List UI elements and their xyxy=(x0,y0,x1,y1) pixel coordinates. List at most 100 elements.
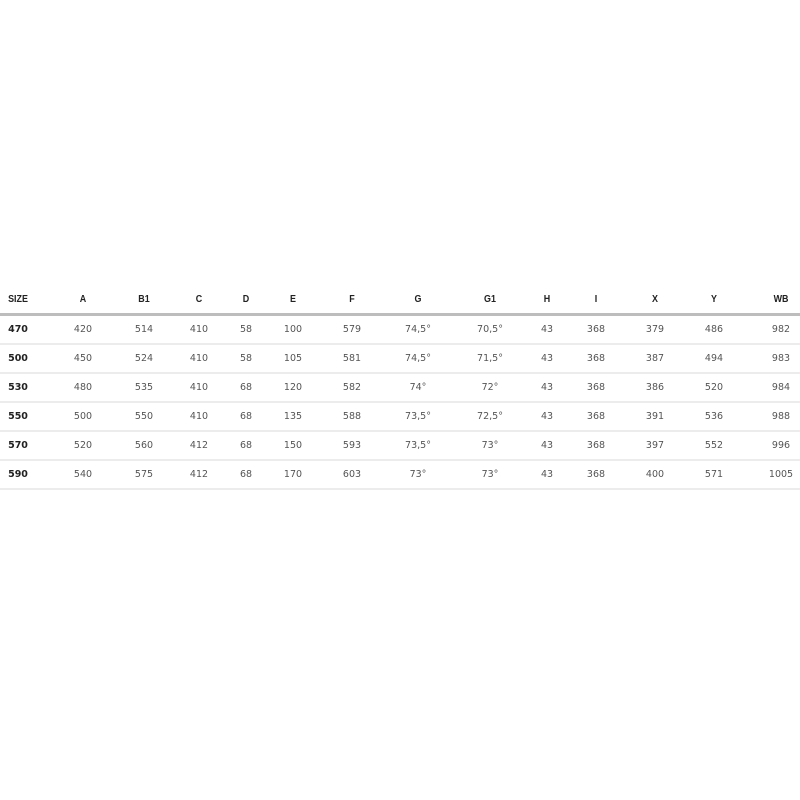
table-cell: 996 xyxy=(771,440,791,451)
table-cell: 480 xyxy=(73,382,93,393)
table-row: 500 450 524 410 58 105 581 74,5° 71,5° 43 368 387 49… xyxy=(0,345,800,374)
table-cell: 536 xyxy=(704,411,724,422)
column-header-e: E xyxy=(290,293,296,305)
table-cell: 593 xyxy=(342,440,362,451)
table-cell: 43 xyxy=(540,411,554,422)
table-cell: 170 xyxy=(283,469,303,480)
table-cell: 368 xyxy=(586,440,606,451)
table-cell: 410 xyxy=(189,411,209,422)
size-cell: 590 xyxy=(8,469,28,480)
table-cell: 368 xyxy=(586,382,606,393)
table-cell: 73° xyxy=(409,469,427,480)
table-cell: 105 xyxy=(283,353,303,364)
table-cell: 410 xyxy=(189,382,209,393)
table-cell: 150 xyxy=(283,440,303,451)
column-header-c: C xyxy=(195,293,203,305)
table-cell: 43 xyxy=(540,440,554,451)
table-cell: 410 xyxy=(189,324,209,335)
table-cell: 1005 xyxy=(768,469,794,480)
column-header-h: H xyxy=(543,293,551,305)
table-cell: 68 xyxy=(239,469,253,480)
table-body: 470 420 514 410 58 100 579 74,5° 70,5° 43 368 379 48… xyxy=(0,316,800,490)
column-header-y: Y xyxy=(711,293,717,305)
column-header-g1: G1 xyxy=(484,293,496,305)
table-row: 550 500 550 410 68 135 588 73,5° 72,5° 43 368 391 53… xyxy=(0,403,800,432)
table-cell: 988 xyxy=(771,411,791,422)
table-cell: 575 xyxy=(134,469,154,480)
table-cell: 550 xyxy=(134,411,154,422)
table-cell: 368 xyxy=(586,353,606,364)
table-cell: 58 xyxy=(239,353,253,364)
table-cell: 70,5° xyxy=(477,324,503,335)
size-cell: 470 xyxy=(8,324,28,335)
table-cell: 68 xyxy=(239,440,253,451)
table-cell: 368 xyxy=(586,411,606,422)
column-header-g: G xyxy=(414,293,422,305)
table-cell: 579 xyxy=(342,324,362,335)
table-cell: 68 xyxy=(239,382,253,393)
table-cell: 71,5° xyxy=(477,353,503,364)
table-cell: 135 xyxy=(283,411,303,422)
table-cell: 73° xyxy=(481,469,499,480)
table-cell: 74,5° xyxy=(405,353,431,364)
table-cell: 410 xyxy=(189,353,209,364)
table-cell: 74° xyxy=(409,382,427,393)
column-header-b1: B1 xyxy=(138,293,150,305)
table-cell: 588 xyxy=(342,411,362,422)
table-cell: 603 xyxy=(342,469,362,480)
table-cell: 412 xyxy=(189,440,209,451)
table-cell: 450 xyxy=(73,353,93,364)
column-header-a: A xyxy=(79,293,87,305)
table-cell: 520 xyxy=(704,382,724,393)
table-cell: 58 xyxy=(239,324,253,335)
table-cell: 560 xyxy=(134,440,154,451)
table-row: 470 420 514 410 58 100 579 74,5° 70,5° 43 368 379 48… xyxy=(0,316,800,345)
table-cell: 72° xyxy=(481,382,499,393)
column-header-x: X xyxy=(652,293,658,305)
size-cell: 500 xyxy=(8,353,28,364)
table-cell: 120 xyxy=(283,382,303,393)
size-cell: 570 xyxy=(8,440,28,451)
table-cell: 100 xyxy=(283,324,303,335)
table-cell: 379 xyxy=(645,324,665,335)
table-cell: 486 xyxy=(704,324,724,335)
table-cell: 494 xyxy=(704,353,724,364)
table-cell: 581 xyxy=(342,353,362,364)
table-cell: 524 xyxy=(134,353,154,364)
table-cell: 43 xyxy=(540,353,554,364)
table-cell: 582 xyxy=(342,382,362,393)
table-cell: 43 xyxy=(540,324,554,335)
table-cell: 552 xyxy=(704,440,724,451)
table-cell: 368 xyxy=(586,324,606,335)
table-cell: 73,5° xyxy=(405,440,431,451)
table-cell: 514 xyxy=(134,324,154,335)
column-header-size: SIZE xyxy=(8,293,28,305)
table-cell: 368 xyxy=(586,469,606,480)
table-cell: 535 xyxy=(134,382,154,393)
table-row: 530 480 535 410 68 120 582 74° 72° 43 368 386 520 984 xyxy=(0,374,800,403)
table-cell: 982 xyxy=(771,324,791,335)
table-cell: 73,5° xyxy=(405,411,431,422)
table-cell: 412 xyxy=(189,469,209,480)
column-header-i: I xyxy=(594,293,598,305)
table-cell: 43 xyxy=(540,469,554,480)
table-cell: 43 xyxy=(540,382,554,393)
size-cell: 530 xyxy=(8,382,28,393)
table-cell: 500 xyxy=(73,411,93,422)
table-header-row: SIZE A B1 C D E F G G1 H I X Y WB xyxy=(0,285,800,316)
table-cell: 387 xyxy=(645,353,665,364)
table-cell: 73° xyxy=(481,440,499,451)
table-cell: 386 xyxy=(645,382,665,393)
table-cell: 72,5° xyxy=(477,411,503,422)
table-cell: 391 xyxy=(645,411,665,422)
table-cell: 420 xyxy=(73,324,93,335)
table-cell: 520 xyxy=(73,440,93,451)
table-cell: 984 xyxy=(771,382,791,393)
table-row: 590 540 575 412 68 170 603 73° 73° 43 368 400 571 100… xyxy=(0,461,800,490)
column-header-d: D xyxy=(242,293,250,305)
column-header-wb: WB xyxy=(773,293,789,305)
size-cell: 550 xyxy=(8,411,28,422)
table-cell: 571 xyxy=(704,469,724,480)
geometry-table: SIZE A B1 C D E F G G1 H I X Y WB 470 420 514 410 58 100 57… xyxy=(0,285,800,490)
column-header-f: F xyxy=(349,293,355,305)
